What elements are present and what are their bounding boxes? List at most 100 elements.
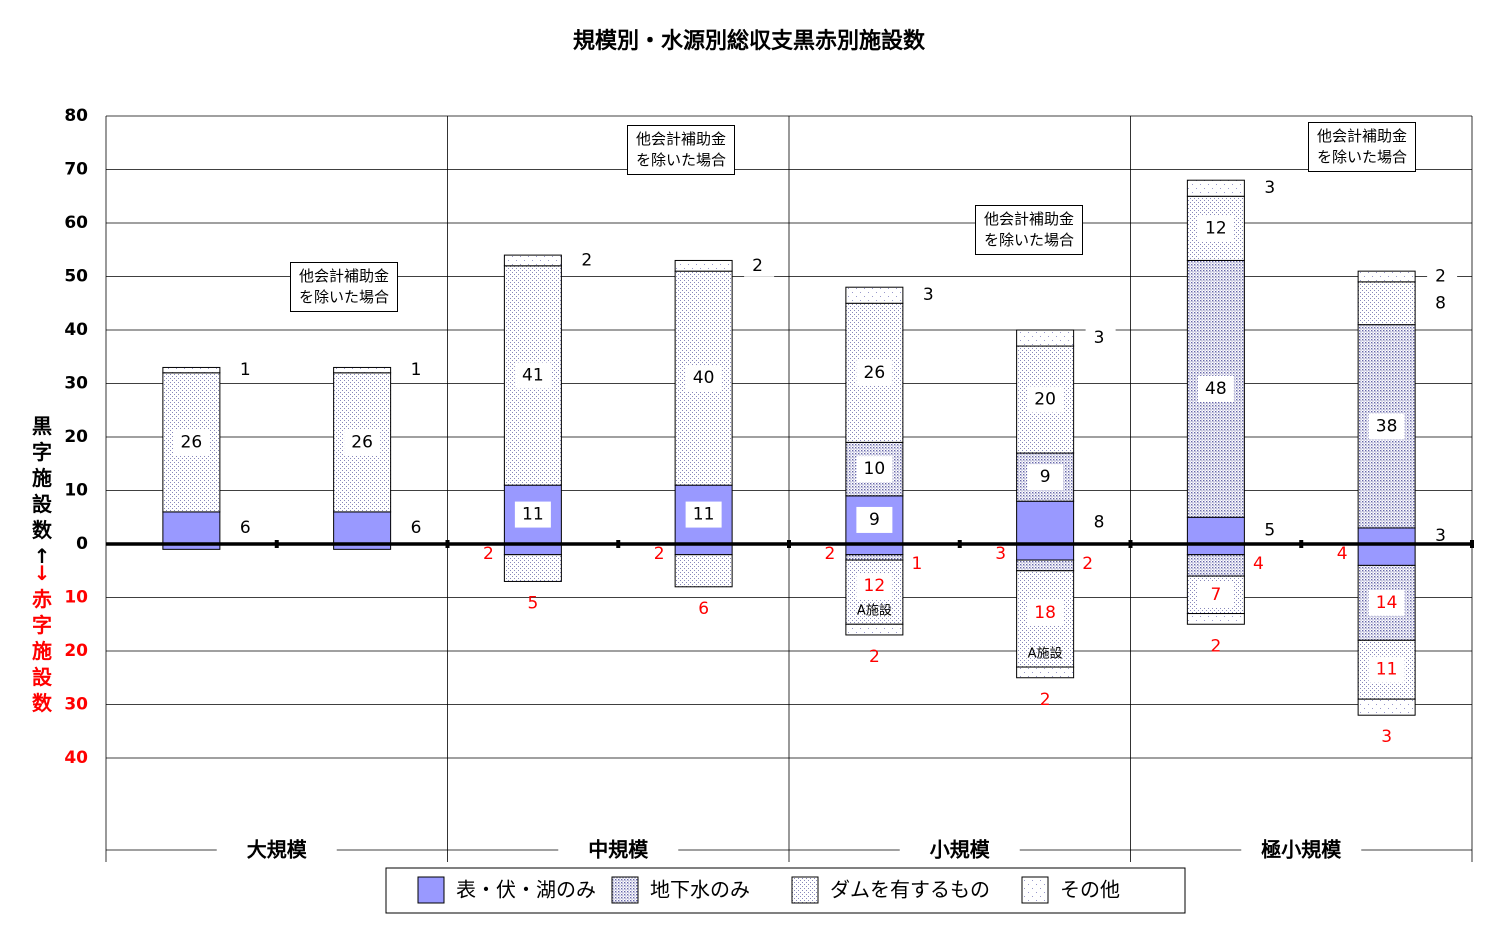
value-label: 38 [1376, 416, 1398, 436]
bar-segment [1016, 559, 1075, 572]
bar-segment [1186, 554, 1245, 577]
bar-segment [1186, 179, 1245, 197]
y-tick-label: 20 [64, 641, 88, 661]
value-label: 5 [1264, 521, 1275, 541]
value-label: 1 [411, 360, 422, 380]
bar-segment [1357, 281, 1416, 326]
y-tick-label: 80 [64, 106, 88, 126]
facility-note: A施設 [857, 602, 892, 618]
group-label-bg [1241, 838, 1362, 862]
value-label-bg [914, 284, 945, 307]
value-label: 1 [911, 554, 922, 574]
bar-segment [333, 366, 392, 374]
bar-segment [1357, 527, 1416, 545]
value-label: 11 [693, 505, 715, 525]
legend-label: その他 [1060, 878, 1120, 902]
value-label-bg [1368, 656, 1405, 683]
value-label: 48 [1205, 379, 1227, 399]
value-label: 2 [483, 544, 494, 564]
group-label-bg [899, 838, 1020, 862]
value-label: 2 [581, 250, 592, 270]
annotation: 他会計補助金 を除いた場合 [975, 205, 1084, 255]
value-label: 3 [923, 285, 934, 305]
y-tick-label: 20 [64, 427, 88, 447]
value-label-bg [514, 501, 551, 528]
value-label-bg [402, 359, 433, 382]
y-tick-label: 60 [64, 213, 88, 233]
y-tick-label: 10 [64, 588, 88, 608]
value-label: 12 [864, 576, 886, 596]
value-label: 2 [1040, 690, 1051, 710]
value-label: 12 [1205, 218, 1227, 238]
value-label: 6 [240, 518, 251, 538]
facility-note: A施設 [1028, 645, 1063, 661]
bar-segment [845, 623, 904, 636]
y-tick-label: 40 [64, 748, 88, 768]
value-label: 3 [1264, 178, 1275, 198]
value-label: 2 [1082, 554, 1093, 574]
value-label-bg [231, 516, 262, 539]
value-label: 20 [1034, 390, 1056, 410]
group-label-bg [558, 838, 679, 862]
group-label: 小規模 [930, 838, 991, 862]
value-label-bg [1427, 265, 1458, 288]
value-label: 18 [1034, 603, 1056, 623]
legend-swatch [1021, 876, 1049, 904]
annotation: 他会計補助金 を除いた場合 [627, 125, 736, 175]
legend-label: 地下水のみ [650, 878, 750, 902]
bar-segment [1186, 516, 1245, 545]
value-label: 5 [527, 593, 538, 613]
legend-box [385, 867, 1186, 914]
value-label: 41 [522, 365, 544, 385]
value-label: 10 [864, 459, 886, 479]
value-label-bg [1027, 386, 1064, 413]
value-label: 2 [1210, 636, 1221, 656]
value-label: 4 [1253, 554, 1264, 574]
group-label: 中規模 [588, 838, 649, 862]
group-label-bg [216, 838, 337, 862]
value-label: 11 [1376, 660, 1398, 680]
value-label: 6 [698, 599, 709, 619]
value-label: 14 [1376, 593, 1398, 613]
value-label-bg [1256, 519, 1287, 542]
value-label: 26 [181, 432, 203, 452]
value-label: 8 [1435, 293, 1446, 313]
value-label-bg [573, 249, 604, 272]
value-label: 8 [1094, 513, 1105, 533]
value-label-bg [1197, 581, 1234, 608]
y-tick-label: 50 [64, 267, 88, 287]
bar-segment [845, 554, 904, 561]
value-label: 2 [824, 544, 835, 564]
value-label: 2 [1435, 267, 1446, 287]
bar-segment [1357, 639, 1416, 700]
value-label: 3 [1381, 727, 1392, 747]
value-label: 26 [864, 363, 886, 383]
bar-segment [1357, 543, 1416, 566]
value-label-bg [1256, 177, 1287, 200]
annotation: 他会計補助金 を除いた場合 [1308, 122, 1417, 172]
bar-segment [162, 511, 221, 545]
value-label-bg [1027, 599, 1064, 626]
value-label-bg [856, 456, 893, 483]
value-label-bg [1197, 375, 1234, 402]
value-label-bg [744, 254, 775, 277]
value-label: 6 [411, 518, 422, 538]
bar-segment [1016, 500, 1075, 545]
value-label: 11 [522, 505, 544, 525]
group-label: 極小規模 [1260, 838, 1342, 862]
bar-segment [162, 366, 221, 374]
bar-segment [845, 286, 904, 304]
value-label-bg [856, 506, 893, 533]
value-label: 3 [1094, 328, 1105, 348]
value-label-bg [1427, 524, 1458, 547]
value-label-bg [1368, 589, 1405, 616]
bar-segment [1357, 270, 1416, 283]
value-label-bg [1368, 413, 1405, 440]
value-label-bg [1085, 327, 1116, 350]
value-label: 40 [693, 368, 715, 388]
value-label: 2 [752, 256, 763, 276]
legend-swatch [611, 876, 639, 904]
value-label: 3 [995, 544, 1006, 564]
value-label-bg [685, 501, 722, 528]
